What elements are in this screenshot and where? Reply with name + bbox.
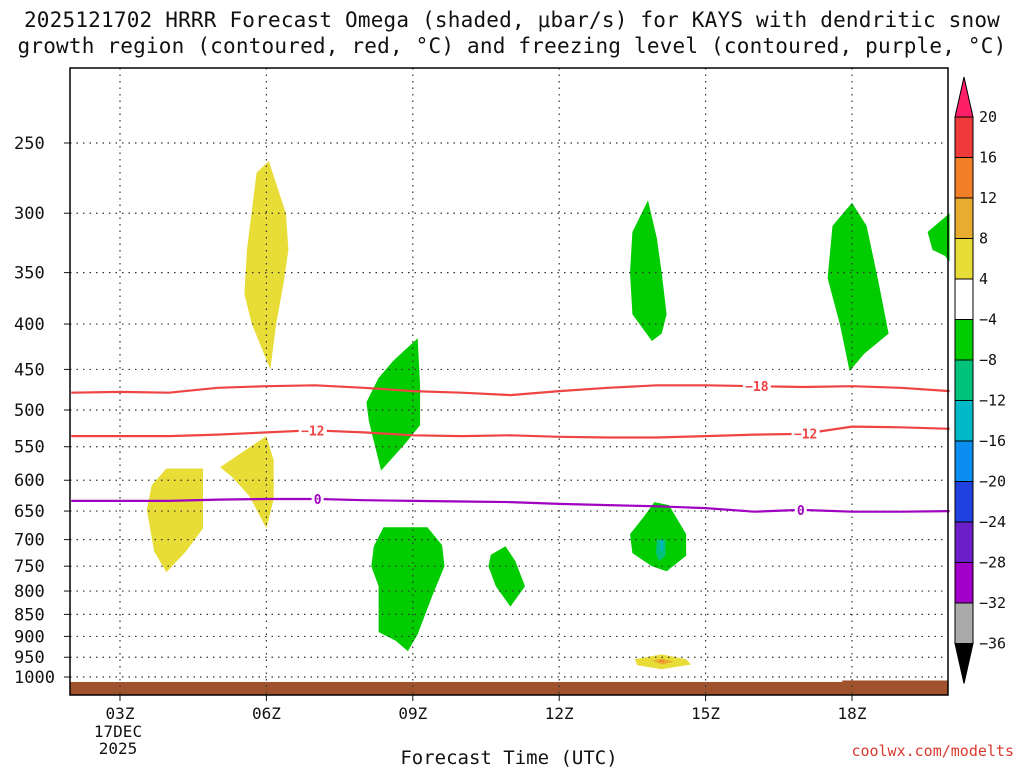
colorbar-swatch-1 bbox=[954, 116, 974, 158]
colorbar-label-5: −4 bbox=[979, 311, 997, 329]
grid bbox=[70, 68, 948, 695]
colorbar-swatch-10 bbox=[954, 481, 974, 523]
contour-dendritic-top-label-bg-0 bbox=[742, 378, 771, 395]
colorbar-label-0: 20 bbox=[979, 108, 997, 126]
omega-region-sinking-9 bbox=[630, 200, 667, 341]
freezing-level-label-bg-1 bbox=[794, 501, 807, 518]
colorbar-arrow-top bbox=[954, 76, 974, 118]
y-tick-label-600: 600 bbox=[14, 471, 45, 491]
y-tick-label-250: 250 bbox=[14, 134, 45, 154]
colorbar-label-11: −28 bbox=[979, 554, 1006, 572]
colorbar: 20 16 12 8 4 −4 −8 −12 −16 −20 −24 −28 −32 −36 bbox=[954, 76, 1006, 684]
x-tick-label-12Z: 12Z bbox=[545, 704, 574, 723]
chart-title-line-1: 2025121702 HRRR Forecast Omega (shaded, … bbox=[23, 8, 1001, 32]
terrain-surface-rise bbox=[842, 680, 948, 683]
colorbar-swatch-5 bbox=[954, 278, 974, 320]
colorbar-swatch-12 bbox=[954, 562, 974, 604]
omega-region-sinking-12 bbox=[660, 539, 664, 551]
omega-region-sinking-6 bbox=[366, 338, 421, 471]
freezing-level-label-0: 0 bbox=[314, 493, 322, 508]
colorbar-label-7: −12 bbox=[979, 392, 1006, 410]
y-tick-label-500: 500 bbox=[14, 401, 45, 421]
terrain bbox=[70, 680, 948, 695]
y-tick-label-700: 700 bbox=[14, 531, 45, 551]
colorbar-label-2: 12 bbox=[979, 189, 997, 207]
colorbar-swatch-8 bbox=[954, 400, 974, 442]
colorbar-label-13: −36 bbox=[979, 635, 1006, 653]
omega-region-sinking-7 bbox=[371, 527, 445, 652]
y-tick-label-800: 800 bbox=[14, 582, 45, 602]
colorbar-label-6: −8 bbox=[979, 351, 997, 369]
contours: −18 −12 −12 0 0 bbox=[71, 378, 950, 519]
colorbar-label-8: −16 bbox=[979, 432, 1006, 450]
omega-region-sinking-14 bbox=[927, 213, 950, 262]
omega-region-sinking-8 bbox=[488, 546, 525, 607]
y-tick-label-300: 300 bbox=[14, 204, 45, 224]
axes: 2503003504004505005506006507007508008509… bbox=[14, 134, 867, 758]
y-tick-label-900: 900 bbox=[14, 627, 45, 647]
y-tick-label-850: 850 bbox=[14, 605, 45, 625]
y-tick-label-750: 750 bbox=[14, 557, 45, 577]
omega-region-rising-5 bbox=[659, 660, 665, 663]
x-tick-label-09Z: 09Z bbox=[398, 704, 427, 723]
colorbar-label-9: −20 bbox=[979, 473, 1006, 491]
colorbar-swatch-3 bbox=[954, 197, 974, 239]
omega-region-rising-2 bbox=[146, 468, 203, 573]
y-tick-label-400: 400 bbox=[14, 315, 45, 335]
y-tick-label-950: 950 bbox=[14, 648, 45, 668]
y-tick-label-650: 650 bbox=[14, 502, 45, 522]
colorbar-swatch-9 bbox=[954, 440, 974, 482]
contour-dendritic-bottom-label-0: −12 bbox=[301, 424, 324, 439]
omega-region-rising-1 bbox=[220, 436, 274, 529]
contour-dendritic-top-line bbox=[71, 384, 950, 397]
terrain-surface bbox=[70, 681, 948, 695]
colorbar-arrow-bottom bbox=[954, 643, 974, 684]
freezing-level-label-1: 0 bbox=[797, 504, 805, 519]
colorbar-label-10: −24 bbox=[979, 513, 1006, 531]
colorbar-swatch-4 bbox=[954, 238, 974, 280]
colorbar-swatch-2 bbox=[954, 157, 974, 199]
colorbar-label-12: −32 bbox=[979, 594, 1006, 612]
colorbar-swatch-6 bbox=[954, 319, 974, 361]
omega-region-rising-0 bbox=[244, 161, 289, 370]
omega-region-sinking-13 bbox=[827, 202, 889, 372]
omega-shading bbox=[146, 161, 950, 670]
colorbar-label-4: 4 bbox=[979, 270, 988, 288]
y-tick-label-550: 550 bbox=[14, 438, 45, 458]
contour-dendritic-bottom-label-bg-1 bbox=[791, 425, 820, 442]
y-tick-label-1000: 1000 bbox=[14, 668, 55, 688]
chart-title-line-2: growth region (contoured, red, °C) and f… bbox=[17, 34, 1007, 58]
colorbar-swatch-13 bbox=[954, 602, 974, 644]
colorbar-swatch-11 bbox=[954, 521, 974, 563]
x-tick-label-18Z: 18Z bbox=[838, 704, 867, 723]
x-tick-label-15Z: 15Z bbox=[691, 704, 720, 723]
contour-dendritic-top-label-0: −18 bbox=[745, 380, 769, 395]
x-date-label-0: 17DEC bbox=[94, 722, 142, 741]
colorbar-swatch-7 bbox=[954, 359, 974, 401]
contour-dendritic-bottom-label-bg-0 bbox=[298, 422, 327, 439]
colorbar-label-1: 16 bbox=[979, 149, 997, 167]
x-date-label-1: 2025 bbox=[99, 739, 138, 758]
y-tick-label-450: 450 bbox=[14, 360, 45, 380]
colorbar-label-3: 8 bbox=[979, 230, 988, 248]
omega-region-sinking-10 bbox=[630, 502, 687, 572]
x-tick-label-03Z: 03Z bbox=[106, 704, 135, 723]
x-axis-label: Forecast Time (UTC) bbox=[400, 747, 617, 768]
freezing-level-label-bg-0 bbox=[311, 491, 324, 508]
contour-dendritic-bottom-label-1: −12 bbox=[794, 428, 817, 443]
y-tick-label-350: 350 bbox=[14, 264, 45, 284]
x-tick-label-06Z: 06Z bbox=[252, 704, 281, 723]
plot-frame bbox=[69, 67, 949, 696]
credit-link[interactable]: coolwx.com/modelts bbox=[851, 742, 1014, 760]
